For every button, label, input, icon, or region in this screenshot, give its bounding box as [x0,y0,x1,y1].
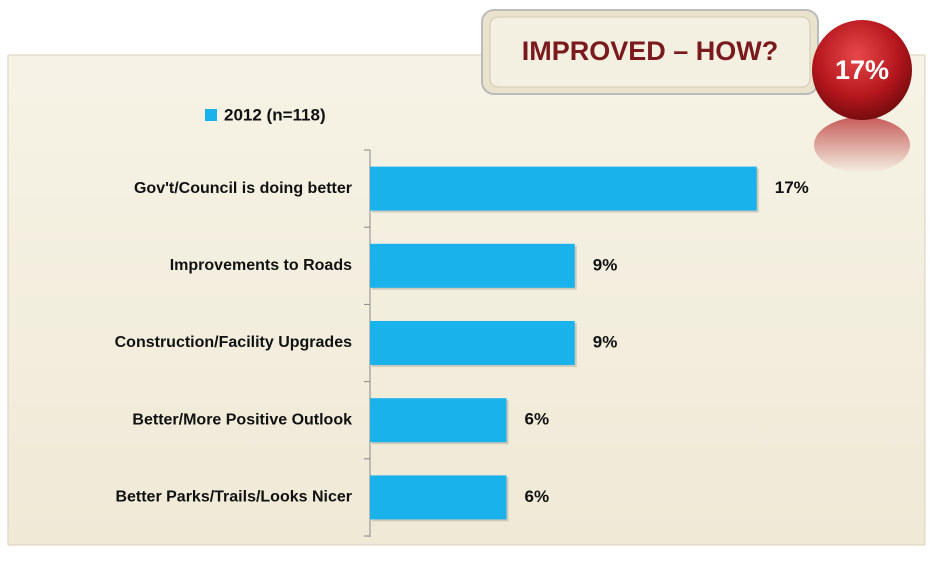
category-label: Improvements to Roads [170,257,352,274]
title-inner [489,16,811,88]
value-label: 6% [525,487,550,506]
bar [370,398,507,443]
bar [370,166,757,211]
legend-swatch [205,109,217,121]
value-label: 9% [593,255,618,274]
panel [7,54,926,546]
badge-reflection [814,117,910,173]
chart-title: IMPROVED – HOW? [522,36,779,66]
category-label: Better Parks/Trails/Looks Nicer [115,489,352,506]
badge-text: 17% [835,55,889,85]
value-label: 17% [775,178,809,197]
category-label: Construction/Facility Upgrades [115,334,352,351]
badge [812,20,912,120]
value-label: 6% [525,410,550,429]
value-label: 9% [593,332,618,351]
category-label: Better/More Positive Outlook [132,411,352,428]
bar [370,475,507,520]
bar [370,321,575,365]
category-label: Gov't/Council is doing better [134,180,352,197]
bar [370,243,575,288]
legend-label: 2012 (n=118) [224,105,326,124]
